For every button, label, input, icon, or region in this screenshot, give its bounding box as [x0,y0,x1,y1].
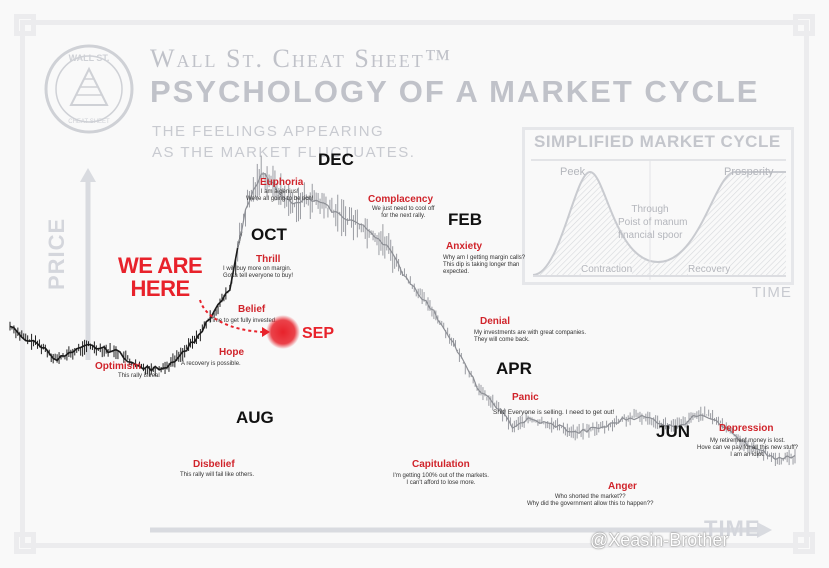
brand-title: Wall St. Cheat Sheet™ [150,44,453,73]
note-anxiety: Why am I getting margin calls? This dip … [443,255,526,275]
frame-corner [14,14,36,36]
note-depression: My retirement money is lost. Hove can ve… [697,438,798,458]
wall-st-logo: WALL ST. CHEAT SHEET [44,44,134,134]
outer-frame [20,20,809,548]
note-thrill: I will buy more on margin. Gotta tell ev… [223,266,294,279]
frame-corner [793,532,815,554]
we-are-here-callout: WE ARE HERE [118,253,203,301]
note-panic: Shit! Everyone is selling. I need to get… [493,409,615,416]
note-denial: My investments are with great companies.… [474,330,587,343]
month-feb: FEB [448,210,482,229]
emotion-belief: Belief [238,304,266,315]
x-axis-label: TIME [704,516,761,541]
callout-arrow [199,299,263,333]
inset-contraction: Contraction [581,264,633,275]
emotion-anxiety: Anxiety [446,241,483,252]
price-line-pre [9,231,243,372]
emotion-optimism: Optimism [95,361,142,372]
note-disbelief: This rally will fail like others. [180,472,255,478]
month-jun: JUN [656,422,691,441]
page-title: PSYCHOLOGY OF A MARKET CYCLE [150,74,760,109]
frame-corner [14,532,36,554]
note-anger: Who shorted the market?? Why did the gov… [527,494,654,507]
inset-recovery: Recovery [688,264,731,275]
emotion-capitulation: Capitulation [412,459,470,470]
month-aug: AUG [236,408,274,427]
emotion-euphoria: Euphoria [260,177,304,188]
logo-text-top: WALL ST. [69,53,110,63]
inset-curve [532,170,786,276]
note-hope: A recovery is possible. [181,361,241,367]
month-oct: OCT [251,225,287,244]
emotion-denial: Denial [480,316,511,327]
month-apr: APR [496,359,532,378]
emotion-panic: Panic [512,392,539,403]
watermark: @Xeasin-Brother [590,530,729,550]
price-line-post [237,173,796,461]
emotion-thrill: Thrill [256,254,281,265]
inset-prosperity: Prosperity [724,166,774,178]
emotion-disbelief: Disbelief [193,459,235,470]
inset-peek: Peek [560,166,586,178]
inset-area [533,172,786,275]
inset-frame [522,127,794,285]
inset-middle: Through Poist of manum financial spoor [618,204,688,241]
note-belief: Time to get fully invested. [209,318,277,324]
frame-corner [793,14,815,36]
note-capitulation: I'm getting 100% out of the markets. I c… [393,473,489,486]
inset-title: SIMPLIFIED MARKET CYCLE [534,132,781,151]
emotion-complacency: Complacency [368,194,434,205]
note-complacency: We just need to cool off for the next ra… [372,206,435,219]
logo-text-bottom: CHEAT SHEET [68,119,110,125]
sep-marker [266,315,300,349]
emotion-depression: Depression [719,423,774,434]
subtitle: THE FEELINGS APPEARING AS THE MARKET FLU… [152,123,416,161]
month-sep: SEP [302,325,335,342]
note-euphoria: I am a genius! We're all going to be ric… [246,189,314,202]
emotion-anger: Anger [608,481,637,492]
note-optimism: This rally is real [118,373,160,379]
emotion-hope: Hope [219,347,244,358]
month-dec: DEC [318,150,354,169]
inset-time-label: TIME [752,284,792,301]
